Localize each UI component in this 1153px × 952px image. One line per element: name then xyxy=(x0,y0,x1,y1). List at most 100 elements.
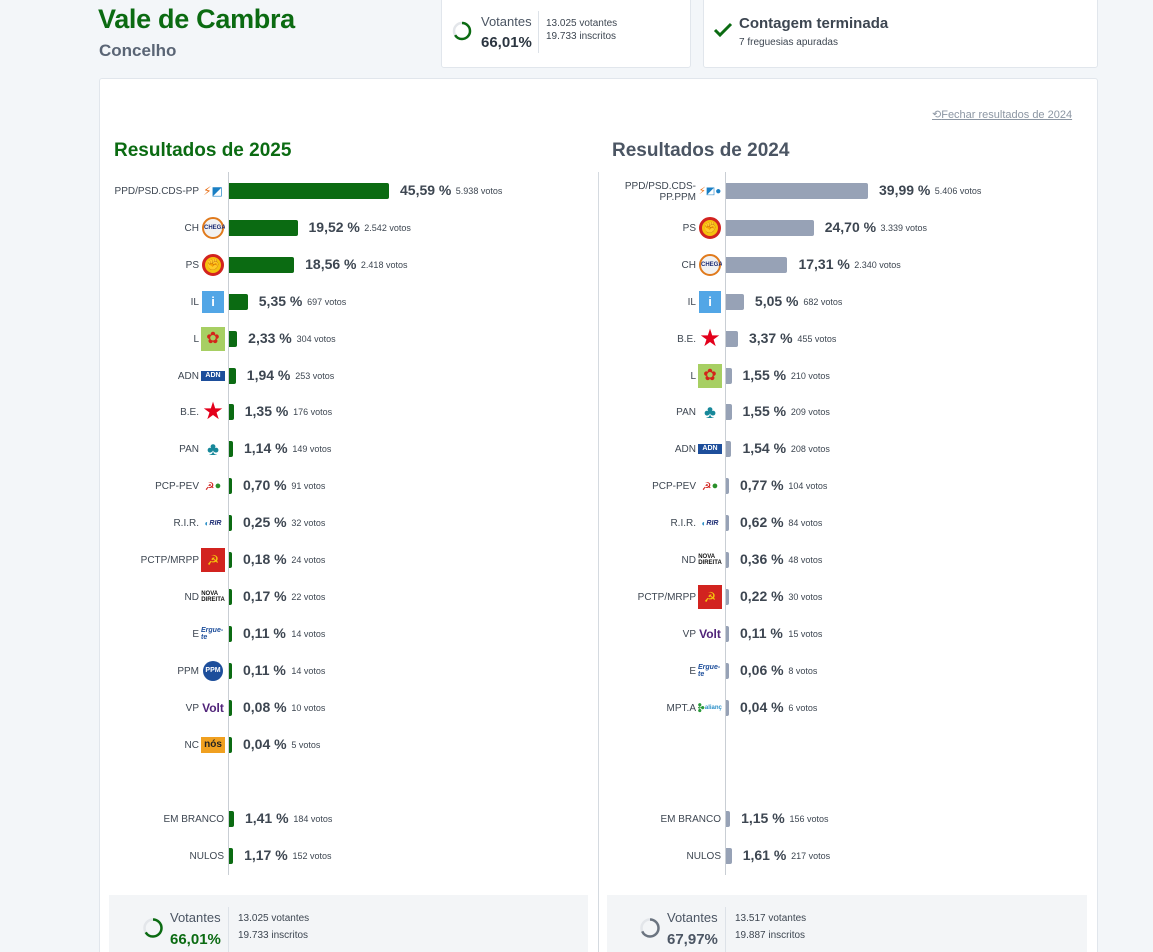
turnout-registered: 19.733 inscritos xyxy=(546,31,617,42)
result-bar xyxy=(229,404,234,421)
results-2025-title: Resultados de 2025 xyxy=(114,140,292,161)
party-name: PPD/PSD.CDS-PP xyxy=(114,186,199,197)
party-name: ND xyxy=(681,555,696,566)
livre-logo: ✿ xyxy=(698,363,722,388)
right-axis-line xyxy=(725,172,726,875)
party-name: PAN xyxy=(179,444,199,456)
result-votes: 91 votos xyxy=(291,481,326,492)
ps-logo: ✊ xyxy=(201,253,225,277)
mpt-alianca-logo: ✤aliança xyxy=(698,700,722,715)
turnout-pct: 67,97% xyxy=(667,931,718,948)
pan-logo: ♣ xyxy=(704,402,716,423)
count-status-card: Contagem terminada 7 freguesias apuradas xyxy=(703,0,1098,68)
result-pct: 0,04 % xyxy=(740,698,784,715)
turnout-ring-icon xyxy=(640,918,660,938)
result-bar xyxy=(229,552,232,568)
result-bar xyxy=(229,330,238,347)
result-bar xyxy=(229,662,232,679)
party-name: PS xyxy=(682,222,696,234)
result-bar xyxy=(726,588,729,605)
result-pct: 0,11 % xyxy=(243,661,286,678)
party-name: ADN xyxy=(177,370,199,382)
result-pct: 3,37 % xyxy=(748,329,793,346)
chega-logo: CHEGA xyxy=(698,253,722,277)
column-divider xyxy=(598,172,599,952)
il-logo: i xyxy=(201,290,225,314)
party-name: PS xyxy=(185,259,199,271)
il-logo: i xyxy=(698,290,722,314)
result-bar xyxy=(229,256,295,273)
ps-logo: ✊ xyxy=(698,216,722,240)
result-pct: 0,18 % xyxy=(243,551,287,567)
result-votes: 22 votos xyxy=(291,591,326,602)
party-name: VP xyxy=(185,702,199,714)
count-status-subtitle: 7 freguesias apuradas xyxy=(739,37,838,48)
result-pct: 1,55 % xyxy=(742,366,787,383)
result-votes: 2.542 votos xyxy=(364,222,411,233)
result-votes: 304 votos xyxy=(296,333,336,344)
result-pct: 0,36 % xyxy=(740,551,784,567)
party-name: NC xyxy=(184,739,199,751)
turnout-pct: 66,01% xyxy=(481,34,532,51)
party-name: E xyxy=(689,665,696,677)
be-logo: ★ xyxy=(202,400,224,425)
result-pct: 1,14 % xyxy=(244,440,288,457)
result-bar xyxy=(726,404,732,421)
party-name: L xyxy=(690,370,696,382)
result-pct: 0,08 % xyxy=(243,698,287,715)
turnout-pct: 66,01% xyxy=(170,931,221,948)
result-bar xyxy=(229,515,232,532)
result-votes: 253 votos xyxy=(295,370,335,381)
result-pct: 5,05 % xyxy=(754,292,799,309)
result-pct: 0,25 % xyxy=(243,514,287,531)
party-name: EM BRANCO xyxy=(660,814,721,825)
result-pct: 1,55 % xyxy=(742,403,787,420)
rir-logo: ◐ RIR xyxy=(701,518,719,528)
result-bar xyxy=(229,219,298,236)
adn-logo: ADN xyxy=(698,437,722,461)
result-votes: 24 votos xyxy=(291,555,326,565)
result-bar xyxy=(229,848,234,864)
result-votes: 697 votos xyxy=(307,296,347,307)
close-2024-results-link[interactable]: ⟲Fechar resultados de 2024 xyxy=(932,108,1072,121)
party-name: E xyxy=(192,628,199,640)
result-pct: 18,56 % xyxy=(305,255,357,272)
result-bar xyxy=(229,441,233,458)
result-pct: 0,11 % xyxy=(243,624,286,641)
result-votes: 8 votos xyxy=(788,665,818,676)
result-votes: 682 votos xyxy=(803,296,843,307)
party-name: R.I.R. xyxy=(670,518,696,530)
result-pct: 17,31 % xyxy=(798,255,850,272)
result-pct: 39,99 % xyxy=(879,182,931,198)
result-votes: 210 votos xyxy=(790,370,830,381)
result-bar xyxy=(229,699,232,716)
ergue-te-logo: Ergue-te xyxy=(201,626,224,641)
turnout-ring-icon xyxy=(452,21,472,41)
volt-logo: Volt xyxy=(202,700,224,715)
result-bar xyxy=(229,811,234,827)
result-votes: 6 votos xyxy=(788,702,818,713)
result-votes: 208 votos xyxy=(790,444,830,455)
party-name: PCP-PEV xyxy=(652,481,696,493)
party-name: NULOS xyxy=(686,851,721,862)
left-turnout-footer: Votantes 66,01% 13.025 votantes 19.733 insc… xyxy=(109,895,588,952)
psd-cds-ppm-logo: ⚡ ◩● xyxy=(698,185,722,197)
result-bar xyxy=(726,515,729,532)
page-subtitle: Concelho xyxy=(99,41,177,60)
result-pct: 1,54 % xyxy=(742,440,787,457)
party-name: CH xyxy=(184,222,199,234)
party-name: PCP-PEV xyxy=(155,481,199,493)
nd-logo: NOVA DIREITA xyxy=(698,554,722,566)
ergue-te-logo: Ergue-te xyxy=(698,663,721,678)
result-bar xyxy=(726,183,868,199)
result-votes: 5.938 votos xyxy=(455,186,503,196)
party-name: PCTP/MRPP xyxy=(637,591,696,603)
result-pct: 24,70 % xyxy=(824,218,877,235)
result-pct: 0,77 % xyxy=(740,477,784,494)
result-votes: 30 votos xyxy=(788,591,823,602)
party-name: PCTP/MRPP xyxy=(140,555,199,566)
result-votes: 3.339 votos xyxy=(880,222,928,233)
result-votes: 5.406 votos xyxy=(934,186,982,196)
party-name: ADN xyxy=(674,444,696,456)
party-name: PAN xyxy=(676,407,696,419)
